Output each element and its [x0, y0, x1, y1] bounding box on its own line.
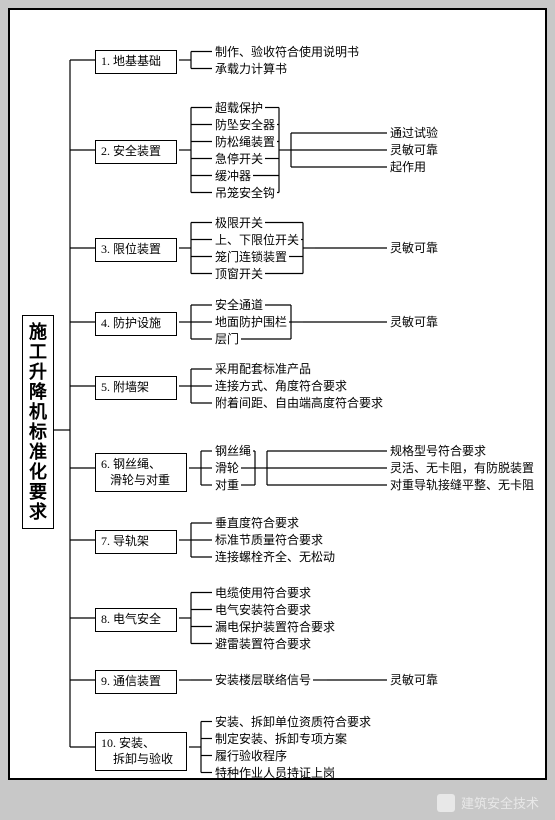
item-text: 连接螺栓齐全、无松动 [215, 549, 335, 566]
item-text: 层门 [215, 331, 239, 348]
section-box-s8: 8. 电气安全 [95, 608, 177, 632]
item-text: 安全通道 [215, 297, 263, 314]
section-box-s6: 6. 钢丝绳、 滑轮与对重 [95, 453, 187, 492]
item-text: 顶窗开关 [215, 266, 263, 283]
result-text: 灵活、无卡阻，有防脱装置 [390, 460, 534, 477]
result-text: 灵敏可靠 [390, 240, 438, 257]
section-box-s3: 3. 限位装置 [95, 238, 177, 262]
item-text: 承载力计算书 [215, 61, 287, 78]
wechat-icon [437, 794, 455, 812]
section-box-s9: 9. 通信装置 [95, 670, 177, 694]
item-text: 安装楼层联络信号 [215, 672, 311, 689]
watermark-text: 建筑安全技术 [461, 793, 539, 812]
result-text: 灵敏可靠 [390, 314, 438, 331]
item-text: 极限开关 [215, 215, 263, 232]
item-text: 制定安装、拆卸专项方案 [215, 731, 347, 748]
result-text: 起作用 [390, 159, 426, 176]
item-text: 电气安装符合要求 [215, 602, 311, 619]
section-box-s10: 10. 安装、 拆卸与验收 [95, 732, 187, 771]
result-text: 通过试验 [390, 125, 438, 142]
item-text: 上、下限位开关 [215, 232, 299, 249]
item-text: 垂直度符合要求 [215, 515, 299, 532]
section-box-s1: 1. 地基基础 [95, 50, 177, 74]
section-box-s7: 7. 导轨架 [95, 530, 177, 554]
item-text: 履行验收程序 [215, 748, 287, 765]
item-text: 标准节质量符合要求 [215, 532, 323, 549]
item-text: 防坠安全器 [215, 117, 275, 134]
root-title-box: 施工升降机标准化要求 [22, 315, 54, 529]
diagram-page: 施工升降机标准化要求 1. 地基基础 制作、验收符合使用说明书承载力计算书 2. 安… [8, 8, 547, 780]
result-text: 规格型号符合要求 [390, 443, 486, 460]
section-box-s5: 5. 附墙架 [95, 376, 177, 400]
item-text: 特种作业人员持证上岗 [215, 765, 335, 782]
item-text: 附着间距、自由端高度符合要求 [215, 395, 383, 412]
watermark: 建筑安全技术 [437, 793, 539, 812]
item-text: 防松绳装置 [215, 134, 275, 151]
item-text: 笼门连锁装置 [215, 249, 287, 266]
result-text: 灵敏可靠 [390, 672, 438, 689]
result-text: 灵敏可靠 [390, 142, 438, 159]
item-text: 连接方式、角度符合要求 [215, 378, 347, 395]
item-text: 采用配套标准产品 [215, 361, 311, 378]
item-text: 超载保护 [215, 100, 263, 117]
item-text: 急停开关 [215, 151, 263, 168]
item-text: 电缆使用符合要求 [215, 585, 311, 602]
item-text: 滑轮 [215, 460, 239, 477]
item-text: 对重 [215, 477, 239, 494]
item-text: 钢丝绳 [215, 443, 251, 460]
root-title: 施工升降机标准化要求 [27, 322, 47, 522]
section-box-s4: 4. 防护设施 [95, 312, 177, 336]
item-text: 安装、拆卸单位资质符合要求 [215, 714, 371, 731]
item-text: 避雷装置符合要求 [215, 636, 311, 653]
result-text: 对重导轨接缝平整、无卡阻 [390, 477, 534, 494]
item-text: 制作、验收符合使用说明书 [215, 44, 359, 61]
item-text: 漏电保护装置符合要求 [215, 619, 335, 636]
item-text: 缓冲器 [215, 168, 251, 185]
item-text: 地面防护围栏 [215, 314, 287, 331]
section-box-s2: 2. 安全装置 [95, 140, 177, 164]
item-text: 吊笼安全钩 [215, 185, 275, 202]
